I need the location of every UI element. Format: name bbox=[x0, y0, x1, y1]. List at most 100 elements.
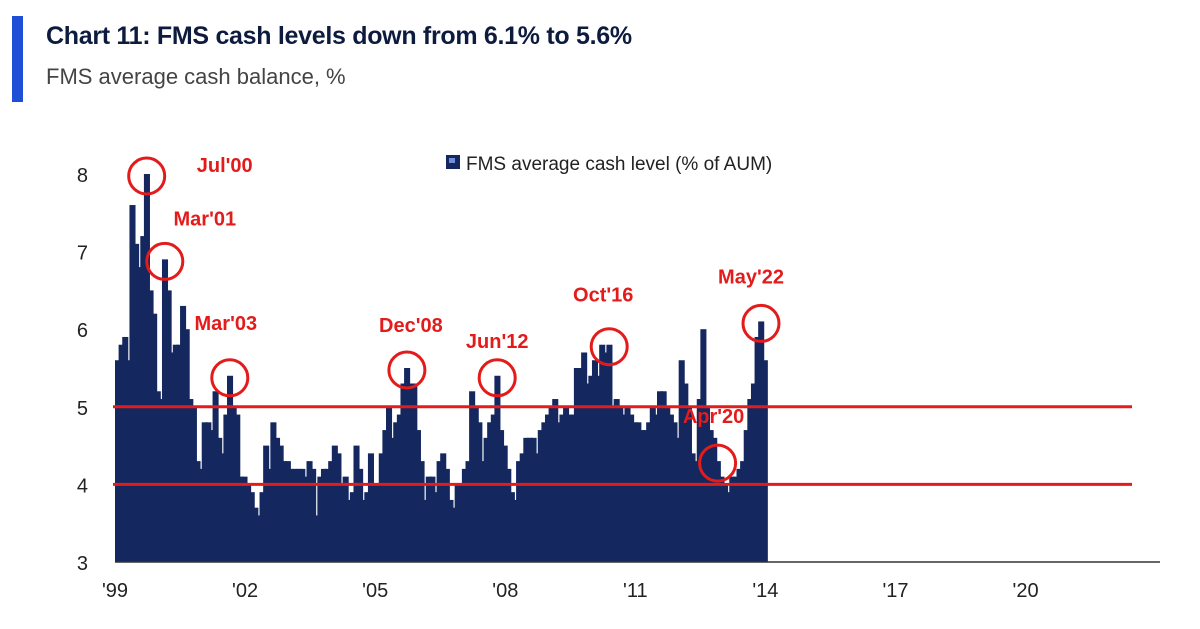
bar bbox=[573, 368, 580, 562]
bar bbox=[339, 484, 346, 562]
bar bbox=[432, 492, 440, 562]
bar bbox=[628, 414, 635, 562]
x-tick-label: '05 bbox=[362, 580, 388, 602]
bar bbox=[414, 430, 421, 562]
bar bbox=[711, 437, 718, 562]
x-tick-label: '14 bbox=[752, 580, 778, 602]
bar bbox=[158, 399, 165, 562]
bar bbox=[364, 492, 371, 562]
bar bbox=[747, 399, 754, 562]
bar bbox=[487, 422, 494, 562]
bar bbox=[667, 414, 674, 562]
bar bbox=[277, 445, 284, 562]
bar bbox=[205, 422, 212, 562]
bar bbox=[378, 453, 385, 562]
bar bbox=[295, 468, 302, 562]
bar bbox=[508, 492, 515, 562]
bar bbox=[284, 461, 291, 562]
bar bbox=[599, 344, 606, 562]
annotation-label: Mar'03 bbox=[195, 313, 258, 335]
bar bbox=[266, 468, 273, 562]
bar bbox=[761, 360, 768, 562]
x-tick-label: '20 bbox=[1013, 580, 1039, 602]
bar bbox=[729, 476, 736, 562]
bar bbox=[588, 375, 595, 562]
bar bbox=[461, 468, 468, 562]
bar bbox=[400, 383, 407, 562]
bar bbox=[584, 383, 591, 562]
bar bbox=[180, 305, 187, 562]
bar bbox=[682, 383, 689, 562]
bar bbox=[241, 476, 248, 562]
bar bbox=[407, 383, 414, 562]
bar bbox=[223, 414, 230, 562]
bar bbox=[198, 468, 205, 562]
annotation-circle bbox=[127, 156, 167, 196]
bar bbox=[646, 422, 653, 562]
bar bbox=[602, 352, 609, 562]
bar bbox=[165, 290, 172, 562]
bar bbox=[638, 430, 645, 562]
bar bbox=[360, 499, 367, 562]
bar bbox=[259, 492, 266, 562]
axes-layer: 3 4 5 6 7 8 '99 '02 '05 '08 '11 '14 '17 '20 bbox=[77, 165, 1160, 602]
annotation-label: Jul'00 bbox=[197, 155, 253, 177]
bar bbox=[476, 422, 483, 562]
bar bbox=[187, 399, 194, 562]
bar bbox=[541, 422, 548, 562]
bar bbox=[671, 422, 678, 562]
bar bbox=[273, 437, 281, 562]
bar bbox=[169, 352, 176, 562]
annotation-label: Dec'08 bbox=[379, 315, 443, 337]
bar bbox=[172, 344, 179, 562]
bar bbox=[320, 468, 328, 562]
bar bbox=[479, 461, 487, 562]
bar bbox=[570, 414, 577, 562]
bar bbox=[465, 461, 472, 562]
bar bbox=[425, 476, 432, 562]
bar bbox=[212, 391, 219, 562]
bar bbox=[288, 468, 295, 562]
bar bbox=[248, 492, 255, 562]
bar bbox=[396, 414, 403, 562]
bar bbox=[577, 368, 584, 562]
bar bbox=[494, 375, 501, 562]
legend-swatch-highlight bbox=[449, 158, 455, 163]
bar bbox=[328, 461, 335, 562]
bar bbox=[281, 461, 288, 562]
bar bbox=[183, 329, 190, 562]
bar bbox=[357, 468, 364, 562]
bar bbox=[566, 414, 573, 562]
bar bbox=[657, 391, 664, 562]
bar bbox=[740, 461, 747, 562]
bar bbox=[447, 499, 454, 562]
bar bbox=[523, 437, 530, 562]
bar bbox=[151, 313, 158, 562]
bar bbox=[335, 453, 342, 562]
bar bbox=[349, 492, 356, 562]
bar bbox=[382, 430, 389, 562]
bar bbox=[299, 468, 306, 562]
bar bbox=[501, 445, 508, 562]
bar bbox=[552, 399, 559, 562]
bar bbox=[458, 484, 465, 562]
x-tick-label: '99 bbox=[102, 580, 128, 602]
bar bbox=[725, 492, 732, 562]
bar bbox=[306, 461, 313, 562]
bar bbox=[201, 422, 208, 562]
bar bbox=[613, 399, 620, 562]
y-tick-label: 6 bbox=[77, 320, 88, 342]
annotation-circle bbox=[145, 241, 185, 281]
bar bbox=[559, 414, 566, 562]
bar bbox=[483, 437, 490, 562]
bar bbox=[595, 375, 602, 562]
bar bbox=[490, 414, 497, 562]
bar bbox=[526, 437, 533, 562]
bar bbox=[642, 430, 649, 562]
bar bbox=[418, 461, 425, 562]
bars-layer bbox=[115, 174, 768, 563]
bar bbox=[469, 391, 476, 562]
annotation-label: Apr'20 bbox=[683, 406, 744, 428]
annotation-circle bbox=[741, 303, 781, 343]
bar bbox=[216, 437, 223, 562]
